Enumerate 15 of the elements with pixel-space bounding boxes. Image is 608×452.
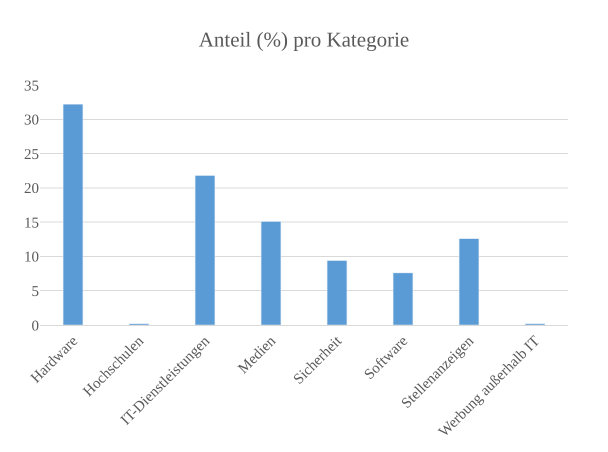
bar (194, 175, 216, 325)
bar (458, 238, 480, 325)
y-tick-label: 5 (32, 284, 39, 300)
y-tick-label: 35 (24, 78, 39, 94)
y-tick-label: 25 (24, 146, 39, 163)
y-tick-label: 20 (24, 181, 39, 198)
bar (260, 221, 282, 325)
y-tick-label: 10 (24, 250, 39, 266)
y-tick-label: 30 (24, 112, 39, 129)
chart-title: Anteil (%) pro Kategorie (198, 27, 410, 52)
y-tick-label: 15 (24, 215, 39, 232)
bar (326, 260, 348, 325)
bar (62, 104, 84, 325)
y-tick-label: 0 (32, 318, 39, 334)
bar (392, 272, 414, 325)
